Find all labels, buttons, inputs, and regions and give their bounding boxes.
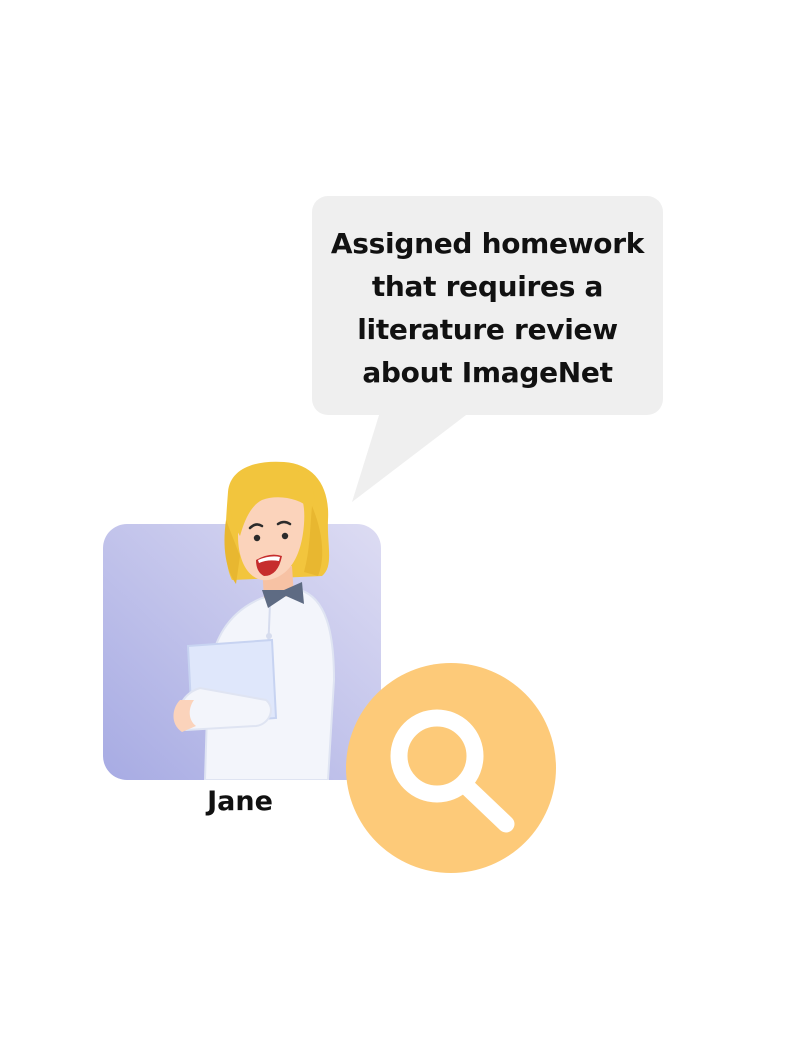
speech-line: that requires a (371, 270, 604, 303)
speech-line: literature review (357, 313, 618, 346)
speech-line: about ImageNet (362, 356, 613, 389)
person-name-label: Jane (207, 786, 273, 817)
woman-holding-folder-illustration (173, 461, 336, 780)
magnifier-icon (346, 663, 556, 873)
speech-line: Assigned homework (330, 227, 645, 260)
speech-bubble (312, 196, 663, 415)
speech-bubble-text: Assigned homework that requires a litera… (312, 222, 663, 394)
